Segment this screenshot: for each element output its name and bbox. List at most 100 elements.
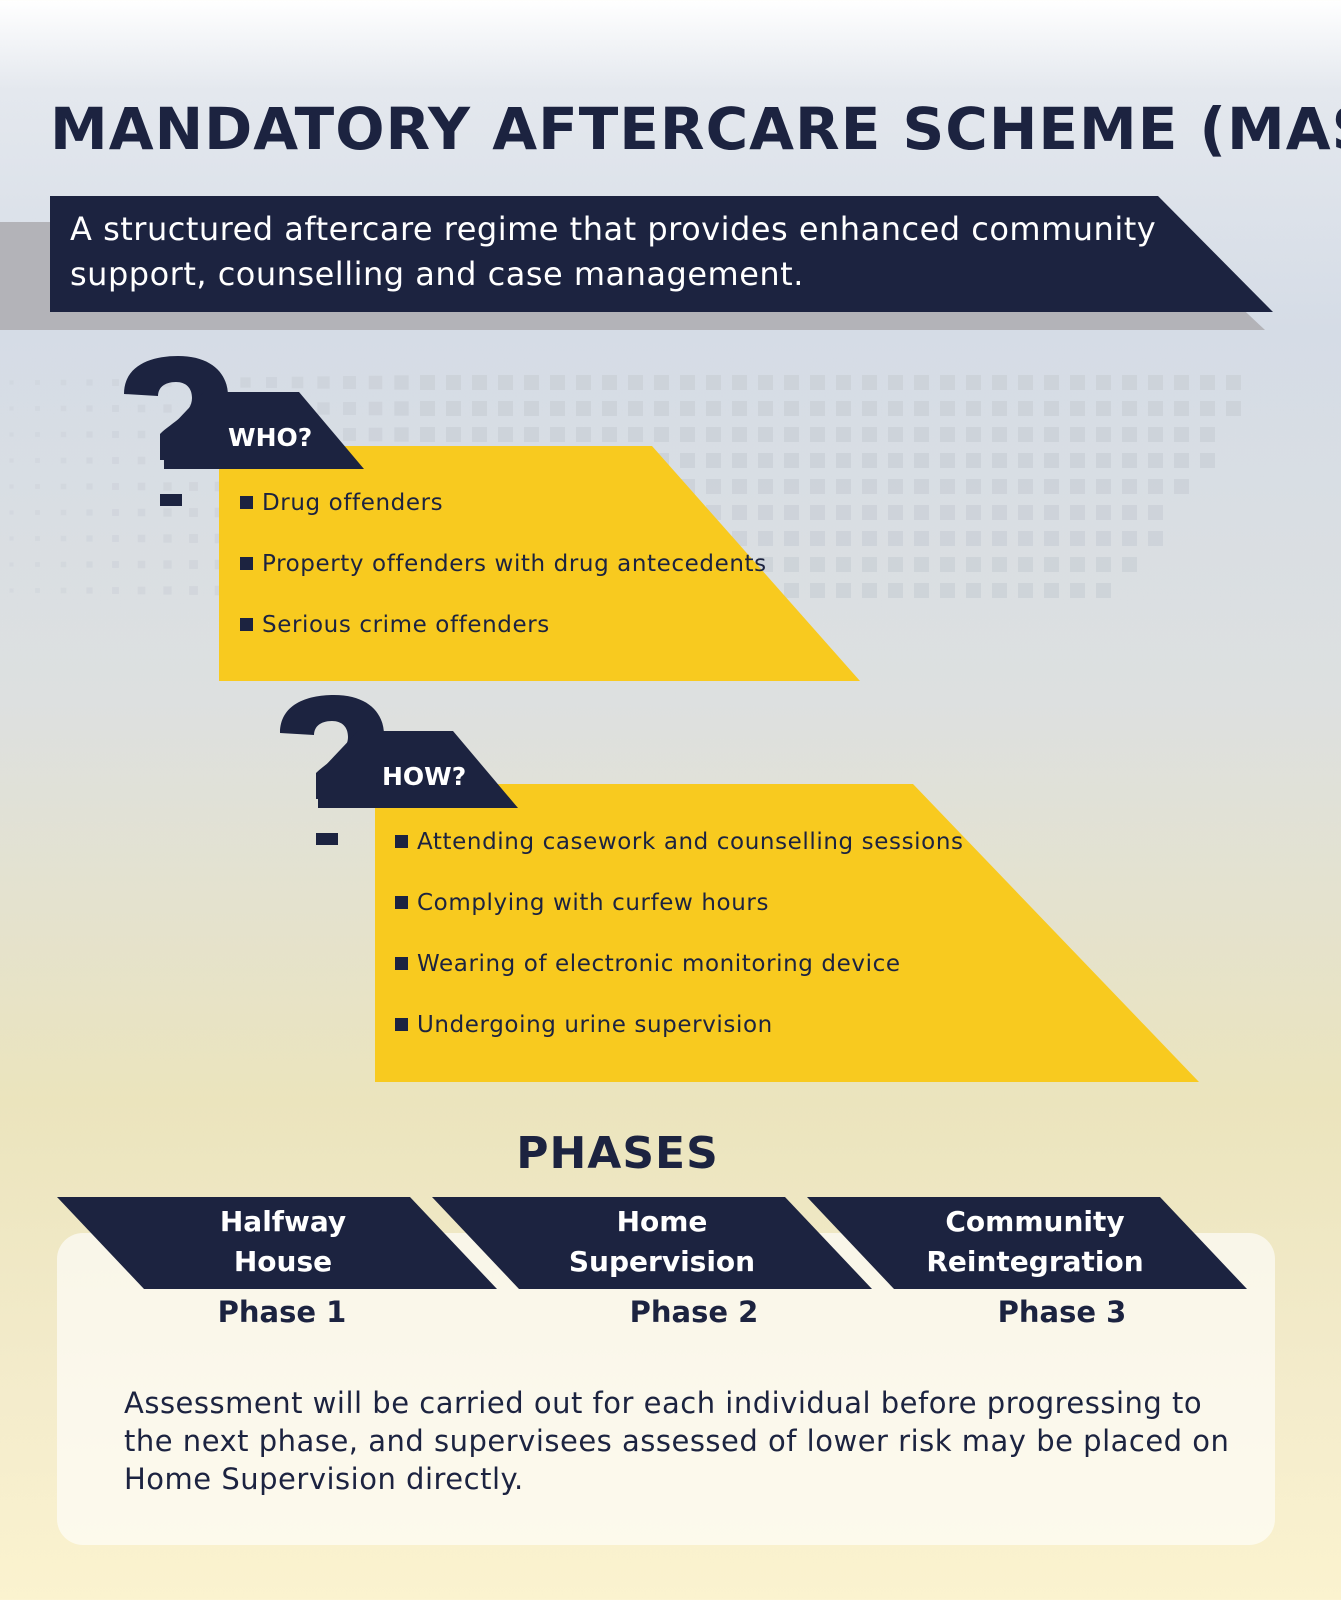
decorative-dot — [163, 560, 172, 569]
decorative-dot — [1018, 427, 1033, 442]
decorative-dot — [576, 427, 591, 442]
decorative-dot — [602, 401, 617, 416]
decorative-dot — [992, 531, 1007, 546]
decorative-dot — [1122, 479, 1137, 494]
decorative-dot — [1096, 453, 1111, 468]
decorative-dot — [9, 588, 14, 593]
decorative-dot — [706, 453, 721, 468]
decorative-dot — [550, 375, 565, 390]
decorative-dot — [940, 531, 955, 546]
decorative-dot — [189, 534, 198, 543]
decorative-dot — [35, 406, 40, 411]
decorative-dot — [784, 505, 799, 520]
decorative-dot — [60, 431, 67, 438]
decorative-dot — [394, 401, 409, 416]
decorative-dot — [1174, 401, 1189, 416]
decorative-dot — [758, 401, 773, 416]
decorative-dot — [992, 583, 1007, 598]
decorative-dot — [9, 510, 14, 515]
list-item: Drug offenders — [240, 472, 767, 533]
decorative-dot — [112, 587, 119, 594]
decorative-dot — [732, 427, 747, 442]
decorative-dot — [1122, 557, 1137, 572]
decorative-dot — [9, 484, 14, 489]
decorative-dot — [784, 453, 799, 468]
decorative-dot — [420, 401, 435, 416]
square-bullet-icon — [240, 496, 253, 509]
decorative-dot — [758, 531, 773, 546]
decorative-dot — [112, 431, 119, 438]
decorative-dot — [706, 427, 721, 442]
decorative-dot — [343, 402, 356, 415]
decorative-dot — [1044, 453, 1059, 468]
decorative-dot — [810, 453, 825, 468]
square-bullet-icon — [395, 957, 408, 970]
decorative-dot — [1018, 375, 1033, 390]
decorative-dot — [112, 457, 119, 464]
decorative-dot — [862, 531, 877, 546]
decorative-dot — [758, 427, 773, 442]
who-list: Drug offenders Property offenders with d… — [240, 472, 767, 655]
how-label: HOW? — [382, 762, 467, 791]
decorative-dot — [189, 508, 198, 517]
decorative-dot — [86, 431, 93, 438]
decorative-dot — [550, 427, 565, 442]
decorative-dot — [836, 531, 851, 546]
decorative-dot — [992, 557, 1007, 572]
decorative-dot — [1148, 427, 1163, 442]
decorative-dot — [758, 557, 773, 572]
decorative-dot — [343, 376, 356, 389]
decorative-dot — [1070, 557, 1085, 572]
decorative-dot — [86, 587, 93, 594]
decorative-dot — [1122, 531, 1137, 546]
decorative-dot — [86, 509, 93, 516]
decorative-dot — [810, 505, 825, 520]
decorative-dot — [914, 557, 929, 572]
decorative-dot — [9, 458, 14, 463]
decorative-dot — [472, 427, 487, 442]
intro-banner — [50, 196, 1273, 312]
decorative-dot — [1044, 427, 1059, 442]
decorative-dot — [112, 483, 119, 490]
decorative-dot — [1096, 479, 1111, 494]
decorative-dot — [446, 427, 461, 442]
list-item: Property offenders with drug antecedents — [240, 533, 767, 594]
decorative-dot — [9, 432, 14, 437]
decorative-dot — [60, 535, 67, 542]
decorative-dot — [1096, 583, 1111, 598]
assessment-note: Assessment will be carried out for each … — [124, 1386, 1230, 1496]
decorative-dot — [35, 536, 40, 541]
decorative-dot — [940, 375, 955, 390]
decorative-dot — [60, 509, 67, 516]
decorative-dot — [86, 561, 93, 568]
decorative-dot — [163, 508, 172, 517]
decorative-dot — [35, 588, 40, 593]
decorative-dot — [524, 427, 539, 442]
decorative-dot — [1070, 479, 1085, 494]
decorative-dot — [966, 453, 981, 468]
decorative-dot — [1044, 375, 1059, 390]
decorative-dot — [862, 401, 877, 416]
decorative-dot — [60, 457, 67, 464]
decorative-dot — [836, 583, 851, 598]
decorative-dot — [810, 401, 825, 416]
decorative-dot — [368, 427, 383, 442]
decorative-dot — [189, 560, 198, 569]
decorative-dot — [784, 583, 799, 598]
decorative-dot — [966, 479, 981, 494]
decorative-dot — [1018, 453, 1033, 468]
decorative-dot — [888, 453, 903, 468]
decorative-dot — [836, 479, 851, 494]
decorative-dot — [784, 401, 799, 416]
decorative-dot — [86, 535, 93, 542]
decorative-dot — [446, 375, 461, 390]
decorative-dot — [888, 505, 903, 520]
decorative-dot — [498, 401, 513, 416]
decorative-dot — [680, 375, 695, 390]
decorative-dot — [1018, 505, 1033, 520]
decorative-dot — [836, 427, 851, 442]
decorative-dot — [836, 557, 851, 572]
decorative-dot — [189, 482, 198, 491]
decorative-dot — [732, 479, 747, 494]
decorative-dot — [163, 534, 172, 543]
